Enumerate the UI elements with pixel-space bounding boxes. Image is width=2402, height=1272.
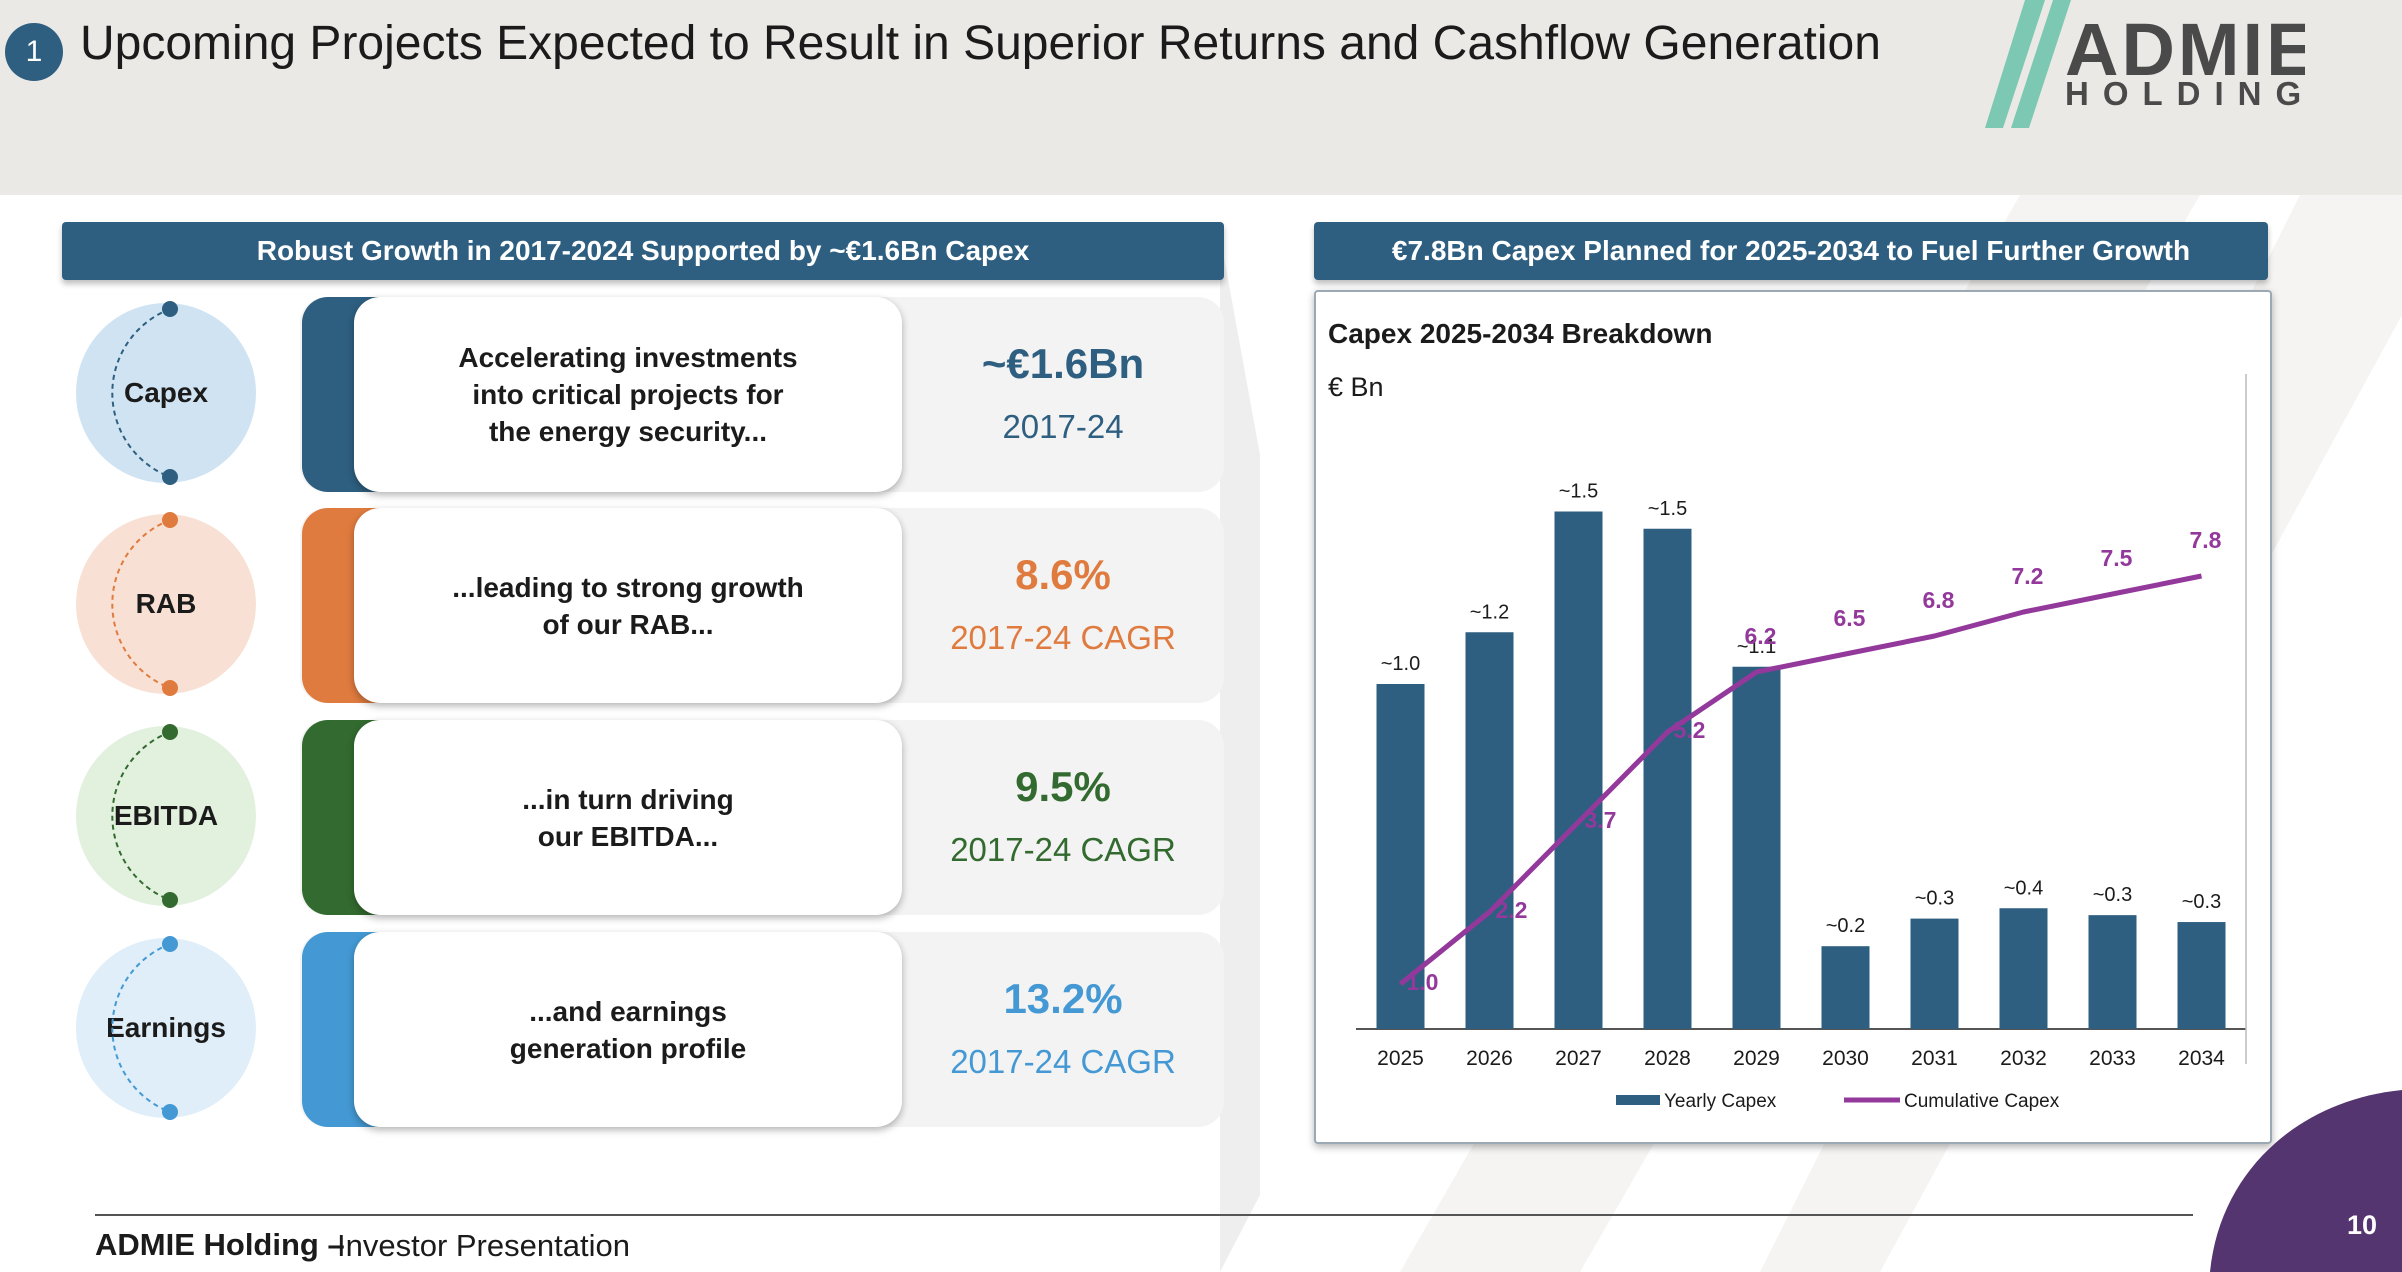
row-description: ...and earnings generation profile	[354, 932, 902, 1127]
metric-row: Accelerating investments into critical p…	[62, 297, 1224, 492]
metric-value: 8.6%	[1015, 550, 1111, 598]
line-label-2033: 7.5	[2101, 545, 2133, 571]
bar-label-2033: ~0.3	[2093, 884, 2132, 906]
bar-label-2030: ~0.2	[1826, 915, 1865, 937]
metric-period: 2017-24 CAGR	[950, 1042, 1176, 1080]
line-label-2029: 6.2	[1745, 623, 1777, 649]
legend-label-yearly: Yearly Capex	[1664, 1091, 1777, 1112]
row-metric: 9.5% 2017-24 CAGR	[902, 720, 1224, 915]
metric-bubble: Capex	[76, 303, 256, 483]
metric-row: ...and earnings generation profile 13.2% 2…	[62, 932, 1224, 1127]
footer-brand: ADMIE Holding –	[95, 1227, 345, 1262]
footer-divider	[95, 1214, 2193, 1216]
section-number-badge: 1	[5, 23, 63, 81]
bar-label-2025: ~1.0	[1381, 653, 1420, 675]
capex-chart: Capex 2025-2034 Breakdown € Bn ~1.0 2025 ~…	[1314, 290, 2272, 1144]
bar-2034	[2177, 922, 2226, 1029]
x-tick-2026: 2026	[1466, 1047, 1513, 1070]
bar-label-2026: ~1.2	[1470, 601, 1509, 623]
legend-label-cumulative: Cumulative Capex	[1904, 1091, 2060, 1112]
x-tick-2028: 2028	[1644, 1047, 1691, 1070]
x-tick-2032: 2032	[2000, 1047, 2047, 1070]
x-tick-2030: 2030	[1822, 1047, 1869, 1070]
bar-2028	[1643, 528, 1692, 1029]
bar-2032	[1999, 908, 2048, 1029]
left-panel-heading: Robust Growth in 2017-2024 Supported by …	[62, 222, 1224, 280]
bubble-outline	[111, 936, 178, 1120]
metric-period: 2017-24 CAGR	[950, 830, 1176, 868]
x-tick-2025: 2025	[1377, 1047, 1424, 1070]
metric-bubble: Earnings	[76, 938, 256, 1118]
cumulative-line	[1398, 573, 2202, 986]
bar-2029	[1732, 666, 1781, 1029]
logo-top-text: ADMIE	[2065, 8, 2305, 91]
metric-period: 2017-24 CAGR	[950, 618, 1176, 656]
x-tick-2033: 2033	[2089, 1047, 2136, 1070]
bar-2031	[1910, 918, 1959, 1029]
metric-bubble: RAB	[76, 514, 256, 694]
line-label-2032: 7.2	[2012, 563, 2044, 589]
bubble-outline	[111, 512, 178, 696]
bar-label-2028: ~1.5	[1648, 498, 1687, 520]
bubble-outline	[111, 724, 178, 908]
line-label-2028: 5.2	[1674, 717, 1706, 743]
metric-value: 13.2%	[1003, 974, 1123, 1022]
row-metric: 8.6% 2017-24 CAGR	[902, 508, 1224, 703]
metric-row: ...leading to strong growth of our RAB..…	[62, 508, 1224, 703]
chart-title: Capex 2025-2034 Breakdown	[1328, 318, 1713, 349]
bar-label-2031: ~0.3	[1915, 888, 1954, 910]
line-label-2030: 6.5	[1834, 605, 1866, 631]
page-title: Upcoming Projects Expected to Result in …	[80, 17, 1881, 70]
page-number: 10	[2346, 1210, 2378, 1240]
line-label-2026: 2.2	[1496, 897, 1528, 923]
x-tick-2027: 2027	[1555, 1047, 1602, 1070]
bar-2033	[2088, 915, 2137, 1029]
logo-bottom-text: HOLDING	[2065, 75, 2305, 112]
chart-plot: ~1.0 2025 ~1.2 2026 ~1.5 2027 ~1.5 2028 ~1.1 2029…	[1356, 374, 2247, 1112]
bar-label-2029: ~1.1	[1737, 636, 1776, 658]
x-tick-2034: 2034	[2178, 1047, 2225, 1070]
bar-2027	[1554, 511, 1603, 1029]
admie-logo: ADMIE HOLDING	[1985, 0, 2305, 128]
row-description: ...leading to strong growth of our RAB..…	[354, 508, 902, 703]
row-metric: 13.2% 2017-24 CAGR	[902, 932, 1224, 1127]
metric-row: ...in turn driving our EBITDA... 9.5% 2017…	[62, 720, 1224, 915]
bar-label-2027: ~1.5	[1559, 481, 1598, 503]
x-tick-2029: 2029	[1733, 1047, 1780, 1070]
bar-2026	[1465, 632, 1514, 1029]
line-label-2034: 7.8	[2190, 527, 2222, 553]
row-metric: ~€1.6Bn 2017-24	[902, 297, 1224, 492]
metric-bubble: EBITDA	[76, 726, 256, 906]
line-label-2031: 6.8	[1923, 587, 1955, 613]
metric-value: ~€1.6Bn	[981, 339, 1145, 387]
legend-swatch-yearly	[1616, 1095, 1660, 1105]
line-label-2027: 3.7	[1585, 807, 1617, 833]
row-description: ...in turn driving our EBITDA...	[354, 720, 902, 915]
bar-label-2032: ~0.4	[2004, 877, 2043, 899]
chart-unit-label: € Bn	[1328, 372, 1384, 402]
corner-decoration	[2210, 1090, 2402, 1272]
row-description: Accelerating investments into critical p…	[354, 297, 902, 492]
line-label-2025: 1.0	[1407, 969, 1439, 995]
x-tick-2031: 2031	[1911, 1047, 1958, 1070]
bar-2030	[1821, 946, 1870, 1029]
metric-period: 2017-24	[1002, 407, 1124, 445]
bubble-outline	[111, 301, 178, 485]
right-panel-heading: €7.8Bn Capex Planned for 2025-2034 to Fu…	[1314, 222, 2268, 280]
footer-subtitle: Investor Presentation	[337, 1228, 630, 1263]
metric-value: 9.5%	[1015, 762, 1111, 810]
bar-label-2034: ~0.3	[2182, 891, 2221, 913]
